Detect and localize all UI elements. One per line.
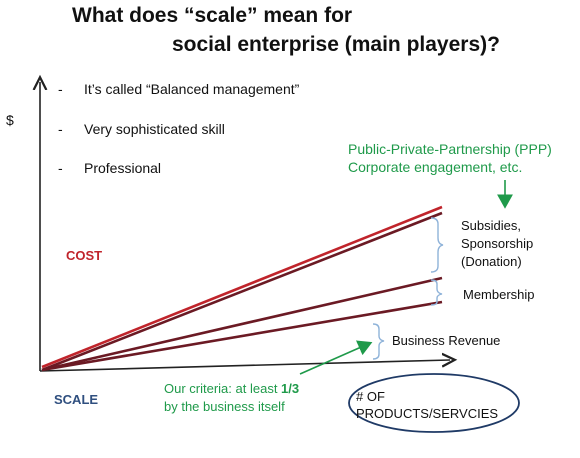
- x-axis: [39, 360, 450, 372]
- criteria-note-line-1: Our criteria: at least 1/3: [164, 381, 299, 396]
- cost-line: [41, 205, 443, 369]
- criteria-note-line-2: by the business itself: [164, 399, 285, 414]
- bullet-text: Professional: [84, 160, 162, 176]
- bullet-item-professional: - Professional: [58, 160, 161, 176]
- x-axis-label-ellipse: [348, 373, 520, 433]
- bullet-item-balanced: - It’s called “Balanced management”: [58, 81, 299, 97]
- y-axis-label: $: [6, 112, 14, 128]
- ppp-note-line-2: Corporate engagement, etc.: [348, 159, 523, 175]
- subsidies-label-line-1: Subsidies,: [461, 218, 521, 233]
- business-revenue-label: Business Revenue: [392, 333, 501, 348]
- membership-label: Membership: [463, 287, 535, 302]
- criteria-arrow: [299, 340, 373, 375]
- subsidies-brace: [430, 217, 444, 273]
- bullet-dash: -: [58, 81, 63, 97]
- subsidies-top-line: [41, 211, 443, 372]
- cost-label: COST: [66, 248, 103, 263]
- business-revenue-line: [41, 300, 443, 372]
- bullet-dash: -: [58, 160, 63, 176]
- ppp-note-line-1: Public-Private-Partnership (PPP): [348, 141, 552, 157]
- business-revenue-brace: [372, 323, 385, 360]
- x-axis-label-line-1: # OF: [356, 389, 385, 404]
- criteria-note-prefix: Our criteria: at least: [164, 381, 282, 396]
- page-title-line-1: What does “scale” mean for: [72, 4, 353, 27]
- page-title-line-2: social enterprise (main players)?: [172, 33, 500, 56]
- x-axis-label-line-2: PRODUCTS/SERVCIES: [356, 406, 499, 421]
- membership-brace: [430, 279, 443, 306]
- bullet-text: It’s called “Balanced management”: [84, 81, 300, 97]
- criteria-note-fraction: 1/3: [281, 381, 300, 396]
- subsidies-label-line-2: Sponsorship: [461, 236, 534, 251]
- bullet-text: Very sophisticated skill: [84, 121, 225, 137]
- scale-label: SCALE: [54, 392, 99, 407]
- bullet-dash: -: [58, 121, 63, 137]
- membership-top-line: [41, 276, 443, 372]
- bullet-item-skill: - Very sophisticated skill: [58, 121, 225, 137]
- subsidies-label-line-3: (Donation): [461, 254, 522, 269]
